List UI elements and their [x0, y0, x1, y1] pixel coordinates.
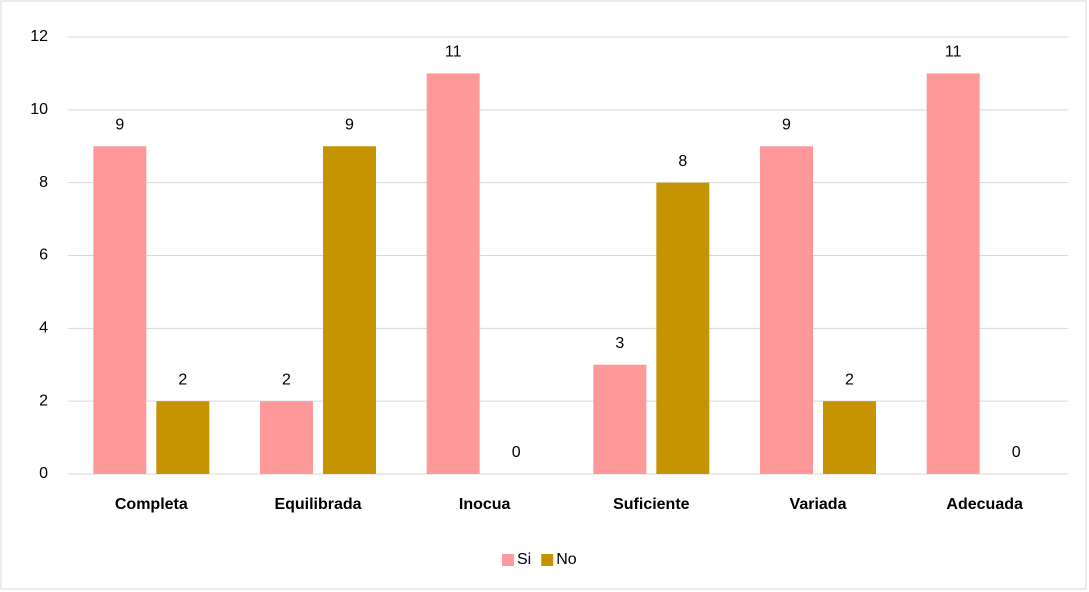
x-tick-label: Variada: [790, 496, 847, 513]
y-tick-label: 4: [39, 320, 48, 337]
y-tick-label: 6: [39, 247, 48, 264]
data-label: 11: [445, 44, 462, 61]
x-tick-label: Completa: [115, 496, 188, 513]
y-tick-label: 12: [30, 28, 48, 45]
legend-label: Si: [517, 551, 531, 568]
data-label: 11: [945, 44, 962, 61]
legend-swatch: [541, 554, 554, 566]
bar: [156, 401, 210, 474]
data-label: 0: [1012, 444, 1021, 461]
data-label: 2: [845, 371, 854, 388]
legend-label: No: [556, 551, 577, 568]
bar: [260, 401, 313, 474]
data-label: 2: [178, 371, 187, 388]
y-tick-label: 2: [39, 392, 48, 409]
bar: [823, 401, 876, 474]
bar: [593, 364, 647, 474]
y-tick-label: 8: [39, 174, 48, 191]
x-tick-label: Equilibrada: [274, 496, 361, 513]
y-tick-label: 0: [39, 465, 48, 482]
bar: [760, 146, 813, 474]
legend-swatch: [502, 554, 514, 566]
x-tick-label: Inocua: [459, 496, 511, 513]
bar: [656, 182, 710, 474]
bar: [93, 146, 147, 474]
bar: [426, 73, 480, 475]
data-label: 9: [782, 116, 791, 133]
bar: [323, 146, 376, 474]
data-label: 2: [282, 371, 291, 388]
data-label: 0: [512, 444, 521, 461]
bar: [926, 73, 980, 475]
data-label: 9: [115, 116, 124, 133]
data-label: 9: [345, 116, 354, 133]
x-tick-label: Suficiente: [613, 496, 690, 513]
y-tick-label: 10: [30, 101, 48, 118]
data-label: 3: [615, 335, 624, 352]
data-label: 8: [678, 153, 687, 170]
x-tick-label: Adecuada: [946, 496, 1023, 513]
